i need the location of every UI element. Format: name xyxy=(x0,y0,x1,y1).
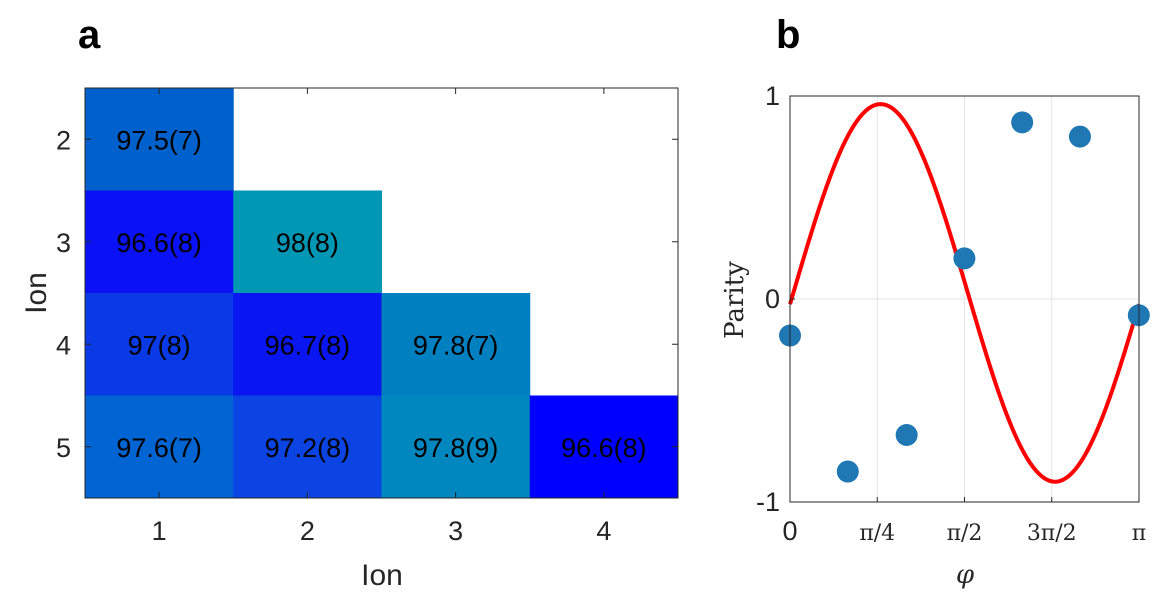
panel-a-label: a xyxy=(78,13,101,57)
heatmap-cell-label: 97.2(8) xyxy=(265,433,351,463)
parity-ticks: 0 π/4 π/2 3π/2 π-101 xyxy=(756,81,1146,546)
parity-y-tick-label: 1 xyxy=(765,81,780,111)
parity-fit-curve xyxy=(788,102,1141,484)
parity-x-axis-title: φ xyxy=(956,560,975,590)
heatmap-cell-label: 97(8) xyxy=(128,330,191,360)
panel-b-label: b xyxy=(776,13,800,57)
heatmap-cell-label: 97.8(9) xyxy=(413,433,499,463)
heatmap-cell xyxy=(85,395,234,499)
heatmap-cell-label: 96.6(8) xyxy=(561,433,647,463)
parity-data-point xyxy=(836,460,859,483)
parity-data-points xyxy=(779,111,1150,483)
heatmap-y-axis-title: Ion xyxy=(20,272,53,314)
heatmap-y-tick-label: 2 xyxy=(56,125,71,155)
heatmap-cell xyxy=(233,293,382,396)
heatmap-x-axis-title: Ion xyxy=(361,559,403,592)
heatmap-cell-label: 96.6(8) xyxy=(116,228,202,258)
parity-x-tick-label: π/2 xyxy=(947,521,983,546)
heatmap-cell xyxy=(233,395,382,499)
parity-x-tick-label: 0 xyxy=(782,516,797,546)
parity-y-axis-title: Parity xyxy=(720,261,750,339)
parity-y-tick-label: -1 xyxy=(756,487,780,517)
parity-data-point xyxy=(953,247,976,270)
heatmap-cell xyxy=(233,190,382,294)
heatmap-cell-label: 98(8) xyxy=(276,228,339,258)
heatmap-ticks: 1 2 3 4 2 3 4 5 xyxy=(56,88,678,546)
parity-grid xyxy=(789,95,1140,503)
heatmap-x-tick-label: 1 xyxy=(152,516,167,546)
parity-y-tick-label: 0 xyxy=(765,284,780,314)
heatmap-cell-label: 97.8(7) xyxy=(413,330,499,360)
heatmap-cells: 97.5(7) 96.6(8) 98(8) 97(8) 96.7(8) 97.8(7) 97… xyxy=(85,88,679,499)
heatmap-x-tick-label: 2 xyxy=(300,516,315,546)
parity-data-point xyxy=(895,424,918,447)
panel-a-heatmap: a 97.5(7) 96.6(8) 98(8) 97(8) 96.7(8) 97.8(7)… xyxy=(20,13,679,592)
heatmap-cell xyxy=(381,395,531,499)
heatmap-y-tick-label: 4 xyxy=(56,330,71,360)
heatmap-y-tick-label: 3 xyxy=(56,228,71,258)
panel-b-parity-plot: b 0 π/4 π/2 3π/2 π-101 φ Parity xyxy=(720,13,1150,590)
heatmap-cell xyxy=(529,395,679,499)
heatmap-cell xyxy=(85,293,234,396)
heatmap-cell xyxy=(85,190,234,294)
heatmap-cell-label: 96.7(8) xyxy=(265,330,351,360)
heatmap-cell-label: 97.5(7) xyxy=(116,125,202,155)
parity-data-point xyxy=(1011,111,1034,134)
parity-x-tick-label: π/4 xyxy=(859,521,895,546)
heatmap-x-tick-label: 4 xyxy=(596,516,611,546)
heatmap-x-tick-label: 3 xyxy=(448,516,463,546)
heatmap-cell-label: 97.6(7) xyxy=(116,433,202,463)
parity-x-tick-label: 3π/2 xyxy=(1027,521,1077,546)
heatmap-y-tick-label: 5 xyxy=(56,433,71,463)
heatmap-frame xyxy=(84,87,679,499)
heatmap-cell xyxy=(381,293,531,396)
heatmap-cell xyxy=(85,88,234,191)
parity-x-tick-label: π xyxy=(1132,521,1146,546)
parity-data-point xyxy=(1068,125,1091,148)
